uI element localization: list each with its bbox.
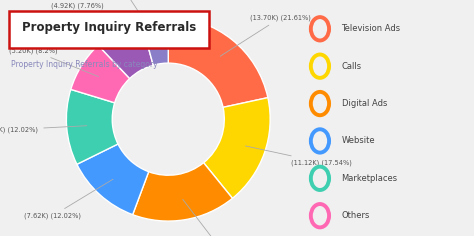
Text: Calls: Calls: [341, 62, 362, 71]
Text: Others: Others: [341, 211, 370, 220]
Text: (13.70K) (21.61%): (13.70K) (21.61%): [220, 14, 311, 56]
Wedge shape: [168, 17, 268, 107]
Text: Digital Ads: Digital Ads: [341, 99, 387, 108]
Text: (7.62K) (12.02%): (7.62K) (12.02%): [24, 179, 113, 219]
Wedge shape: [98, 21, 153, 79]
Wedge shape: [71, 45, 130, 103]
Text: Television Ads: Television Ads: [341, 24, 401, 33]
Wedge shape: [77, 144, 149, 215]
FancyBboxPatch shape: [9, 11, 209, 48]
Text: Marketplaces: Marketplaces: [341, 174, 398, 183]
Text: (10.48K) (16.53%): (10.48K) (16.53%): [183, 199, 250, 236]
Wedge shape: [141, 17, 168, 65]
Text: (7.62K) (12.02%): (7.62K) (12.02%): [0, 126, 87, 133]
Wedge shape: [133, 163, 232, 221]
Text: Website: Website: [341, 136, 375, 145]
Text: Property Inquiry Referrals: Property Inquiry Referrals: [22, 21, 196, 34]
Text: (5.20K) (8.2%): (5.20K) (8.2%): [9, 47, 99, 77]
Text: (2.74K) (4.32%): (2.74K) (4.32%): [98, 0, 156, 39]
Text: (4.92K) (7.76%): (4.92K) (7.76%): [51, 2, 127, 49]
Text: Property Inquiry Referrals by category: Property Inquiry Referrals by category: [11, 60, 158, 69]
Text: (11.12K) (17.54%): (11.12K) (17.54%): [246, 146, 352, 166]
Wedge shape: [66, 89, 118, 164]
Wedge shape: [204, 98, 270, 198]
